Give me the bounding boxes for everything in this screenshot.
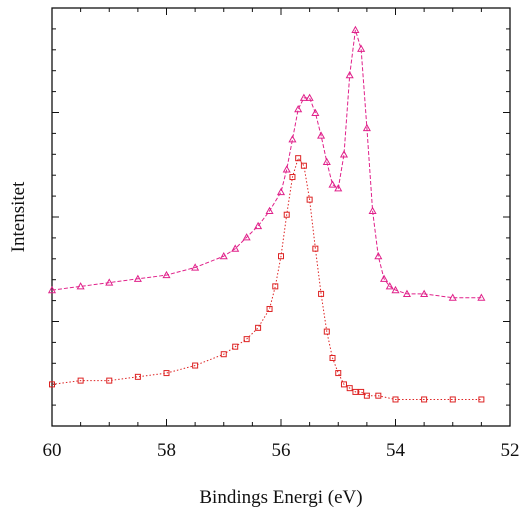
data-point xyxy=(420,289,429,297)
data-point xyxy=(272,283,279,290)
x-tick-labels: 60 58 56 54 52 xyxy=(43,440,520,461)
data-point xyxy=(449,396,456,403)
data-point xyxy=(375,392,382,399)
data-point xyxy=(105,278,114,286)
data-point xyxy=(294,104,303,113)
data-point xyxy=(231,244,240,252)
series-1 xyxy=(49,155,485,403)
data-point xyxy=(358,388,365,395)
data-point xyxy=(352,388,359,395)
data-point xyxy=(385,282,394,290)
data-point xyxy=(266,305,273,312)
x-ticks xyxy=(51,8,511,426)
data-point xyxy=(163,370,170,377)
data-point xyxy=(322,157,331,166)
data-point xyxy=(191,263,200,271)
data-point xyxy=(232,343,239,350)
data-point xyxy=(162,270,171,279)
data-point xyxy=(219,251,228,260)
plot-frame xyxy=(51,7,511,427)
data-point xyxy=(374,251,383,260)
data-point xyxy=(282,165,291,173)
data-point xyxy=(133,274,142,282)
data-point xyxy=(306,196,313,203)
data-point xyxy=(380,274,389,282)
data-point xyxy=(421,396,428,403)
data-point xyxy=(288,135,297,143)
series-layer xyxy=(47,25,486,403)
data-point xyxy=(278,253,284,260)
x-tick-label: 58 xyxy=(157,440,176,461)
series-0 xyxy=(47,25,486,301)
data-point xyxy=(391,285,400,294)
data-point xyxy=(392,396,399,403)
data-point xyxy=(334,184,343,192)
x-tick-label: 54 xyxy=(386,440,406,461)
data-point xyxy=(77,377,84,384)
data-point xyxy=(49,381,55,388)
data-point xyxy=(305,93,314,101)
data-point xyxy=(477,293,486,301)
data-point xyxy=(448,293,457,301)
data-point xyxy=(106,377,113,384)
data-point xyxy=(276,187,286,196)
data-point xyxy=(311,108,320,116)
data-point xyxy=(339,150,349,158)
data-point xyxy=(345,71,354,79)
y-axis-title: Intensitet xyxy=(8,181,29,252)
data-point xyxy=(323,328,330,335)
data-point xyxy=(346,385,353,392)
data-point xyxy=(255,324,262,331)
data-point xyxy=(134,373,141,380)
data-point xyxy=(192,362,199,369)
data-point xyxy=(47,285,57,294)
x-tick-label: 60 xyxy=(43,440,62,461)
data-point xyxy=(357,44,366,52)
series-line xyxy=(51,157,482,400)
data-point xyxy=(289,174,296,181)
data-point xyxy=(242,233,251,241)
data-point xyxy=(300,162,307,169)
y-ticks xyxy=(52,7,510,427)
data-point xyxy=(76,282,85,290)
data-point xyxy=(295,155,302,162)
data-point xyxy=(299,93,308,101)
x-tick-label: 56 xyxy=(272,440,291,461)
data-point xyxy=(340,381,347,388)
data-point xyxy=(283,211,290,218)
data-point xyxy=(243,336,250,343)
data-point xyxy=(312,245,319,252)
data-point xyxy=(363,392,370,399)
data-point xyxy=(254,221,263,230)
data-point xyxy=(402,289,411,297)
data-point xyxy=(317,131,326,139)
x-tick-label: 52 xyxy=(501,440,520,461)
data-point xyxy=(318,290,325,297)
x-axis-title: Bindings Energi (eV) xyxy=(199,487,362,508)
data-point xyxy=(368,206,377,215)
data-point xyxy=(328,180,337,188)
data-point xyxy=(478,396,485,403)
data-point xyxy=(220,351,227,358)
data-point xyxy=(351,25,360,34)
data-point xyxy=(362,123,371,132)
data-point xyxy=(335,370,342,377)
data-point xyxy=(265,206,274,215)
data-point xyxy=(329,354,336,361)
series-line xyxy=(51,29,482,299)
